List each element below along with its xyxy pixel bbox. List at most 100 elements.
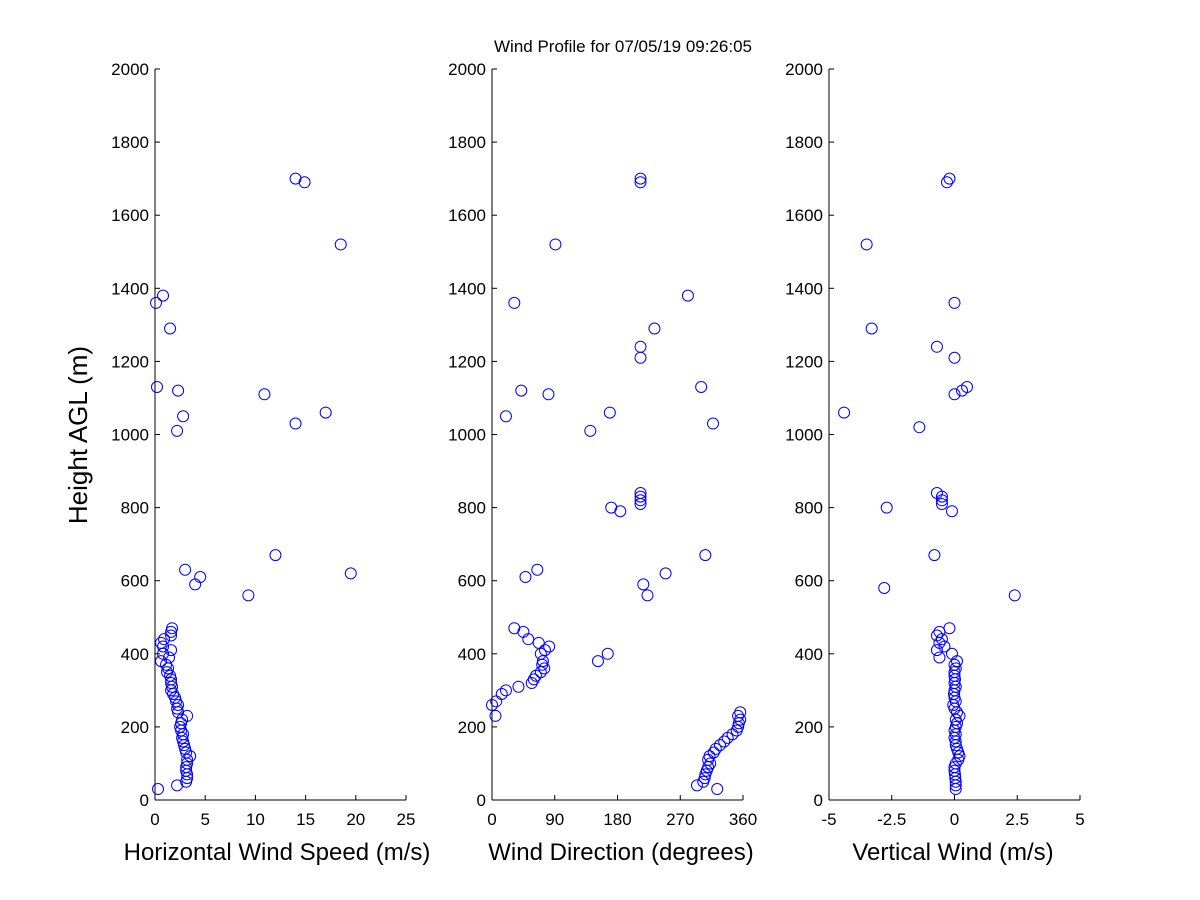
direction-data-point: [519, 571, 532, 584]
direction-data-point: [584, 424, 597, 437]
vertical-y-tick-label: 1600: [785, 206, 823, 225]
speed-x-tick-label: 0: [150, 810, 159, 829]
vertical-data-point: [949, 757, 962, 770]
speed-y-tick-label: 600: [121, 572, 149, 591]
vertical-data-point: [838, 406, 851, 419]
y-axis-label: Height AGL (m): [63, 346, 93, 524]
direction-data-point: [707, 746, 720, 759]
direction-data-point: [634, 340, 647, 353]
speed-data-point: [155, 655, 168, 668]
speed-data-point: [319, 406, 332, 419]
direction-x-axis-label: Wind Direction (degrees): [488, 839, 753, 866]
vertical-data-point: [860, 238, 873, 251]
direction-x-tick-label: 0: [487, 810, 496, 829]
speed-data-point: [165, 644, 178, 657]
direction-y-tick-label: 600: [458, 572, 486, 591]
direction-y-tick-label: 1400: [448, 279, 486, 298]
direction-data-point: [634, 486, 647, 499]
direction-data-point: [709, 742, 722, 755]
direction-y-tick-label: 0: [477, 791, 486, 810]
direction-data-point: [591, 655, 604, 668]
speed-data-point: [171, 424, 184, 437]
direction-data-point: [543, 640, 556, 653]
direction-data-point: [508, 296, 521, 309]
vertical-data-point: [930, 644, 943, 657]
speed-data-point: [164, 669, 177, 682]
speed-y-tick-label: 800: [121, 499, 149, 518]
panel-wind-direction: 0 200 400 600 800 1000 1200 1400 1600 1800 2000 0 90…: [448, 60, 757, 866]
direction-data-point: [711, 783, 724, 796]
direction-data-point: [549, 238, 562, 251]
speed-y-tick-label: 1600: [111, 206, 149, 225]
speed-y-tick-label: 1000: [111, 426, 149, 445]
direction-data-point: [538, 644, 551, 657]
speed-y-tick-label: 1800: [111, 133, 149, 152]
direction-y-tick-label: 1200: [448, 352, 486, 371]
speed-data-point: [163, 651, 176, 664]
vertical-data-point: [935, 497, 948, 510]
vertical-data-point: [943, 622, 956, 635]
speed-data-point: [289, 417, 302, 430]
vertical-data-point: [935, 490, 948, 503]
speed-data-point: [151, 380, 164, 393]
vertical-data-point: [933, 651, 946, 664]
speed-data-point: [152, 783, 165, 796]
vertical-data-point: [930, 629, 943, 642]
direction-data-point: [634, 176, 647, 189]
speed-data-point: [155, 636, 168, 649]
vertical-data-point: [930, 340, 943, 353]
vertical-data-point: [943, 172, 956, 185]
direction-data-point: [515, 384, 528, 397]
speed-y-tick-label: 0: [140, 791, 149, 810]
direction-data-point: [542, 388, 555, 401]
speed-x-tick-label: 10: [246, 810, 265, 829]
direction-data-point: [648, 322, 661, 335]
panel-horizontal-wind-speed: 0 200 400 600 800 1000 1200 1400 1600 1800 2000 0 5 1…: [111, 60, 430, 866]
direction-y-tick-label: 200: [458, 718, 486, 737]
speed-x-tick-label: 20: [346, 810, 365, 829]
direction-data-point: [499, 684, 512, 697]
direction-data-point: [495, 688, 508, 701]
direction-y-tick-label: 400: [458, 645, 486, 664]
vertical-y-tick-label: 0: [814, 791, 823, 810]
vertical-data-point: [948, 388, 961, 401]
vertical-data-point: [945, 647, 958, 660]
direction-data-point: [641, 589, 654, 602]
vertical-y-tick-label: 800: [795, 499, 823, 518]
direction-data-point: [698, 772, 711, 785]
vertical-data-point: [878, 582, 891, 595]
direction-data-point: [734, 713, 747, 726]
vertical-data-point: [1008, 589, 1021, 602]
direction-data-point: [508, 622, 521, 635]
vertical-x-tick-label: -5: [821, 810, 836, 829]
chart-title: Wind Profile for 07/05/19 09:26:05: [494, 37, 752, 56]
direction-data-point: [734, 706, 747, 719]
direction-data-point: [718, 735, 731, 748]
direction-data-point: [603, 406, 616, 419]
direction-data-point: [512, 680, 525, 693]
speed-x-tick-label: 25: [397, 810, 416, 829]
speed-data-point: [166, 622, 179, 635]
direction-data-point: [538, 662, 551, 675]
vertical-x-axis-label: Vertical Wind (m/s): [852, 839, 1053, 866]
speed-data-point: [269, 549, 282, 562]
vertical-x-tick-label: 5: [1075, 810, 1084, 829]
vertical-data-point: [913, 421, 926, 434]
direction-data-point: [713, 739, 726, 752]
vertical-y-tick-label: 1200: [785, 352, 823, 371]
speed-y-tick-label: 1200: [111, 352, 149, 371]
vertical-data-point: [865, 322, 878, 335]
vertical-data-point: [945, 505, 958, 518]
speed-data-point: [242, 589, 255, 602]
direction-data-point: [486, 698, 498, 711]
vertical-y-tick-label: 200: [795, 718, 823, 737]
direction-data-point: [527, 673, 540, 686]
direction-x-tick-label: 270: [666, 810, 694, 829]
vertical-data-point: [948, 658, 961, 671]
speed-data-point: [344, 567, 357, 580]
vertical-y-tick-label: 1400: [785, 279, 823, 298]
speed-x-tick-label: 15: [296, 810, 315, 829]
speed-data-point: [289, 172, 302, 185]
vertical-data-point: [948, 296, 961, 309]
